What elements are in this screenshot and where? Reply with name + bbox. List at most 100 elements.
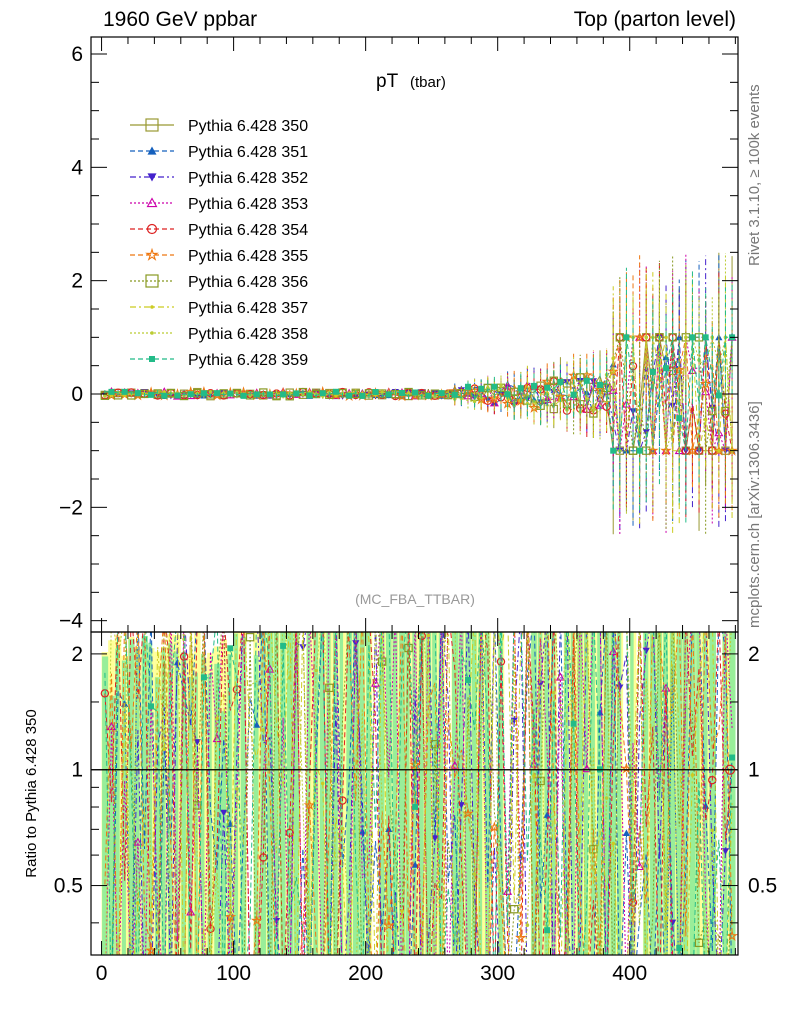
- series-point: [206, 924, 215, 934]
- legend-label: Pythia 6.428 351: [188, 144, 308, 161]
- band-green: [663, 632, 668, 955]
- band-green: [584, 632, 589, 955]
- legend-label: Pythia 6.428 358: [188, 326, 308, 343]
- ratio-ylabel: Ratio to Pythia 6.428 350: [23, 709, 40, 877]
- ratio-tick-label-left: 1: [71, 759, 83, 782]
- header-right: Top (parton level): [573, 8, 736, 31]
- series-point: [611, 356, 616, 361]
- series-point: [544, 384, 551, 391]
- band-green: [399, 632, 406, 955]
- series-point: [285, 828, 294, 838]
- band-green: [102, 656, 109, 955]
- legend: Pythia 6.428 350 Pythia 6.428 351 Pythia 6…: [130, 118, 308, 369]
- band-green: [544, 632, 550, 955]
- legend-label: Pythia 6.428 352: [188, 170, 308, 187]
- x-tick-label: 100: [216, 962, 251, 985]
- legend-item: Pythia 6.428 359: [130, 352, 308, 369]
- series-point: [346, 392, 353, 399]
- series-point: [266, 391, 273, 398]
- series-point: [287, 676, 292, 680]
- band-green: [689, 632, 696, 955]
- legend-item: Pythia 6.428 357: [130, 300, 308, 317]
- series-point: [106, 721, 117, 731]
- series-point: [385, 825, 393, 833]
- series-point: [596, 708, 604, 716]
- series-point: [591, 405, 596, 409]
- series-point: [293, 390, 300, 397]
- series-point: [224, 910, 237, 923]
- series-point: [438, 390, 445, 397]
- y-tick-label: 6: [71, 43, 83, 66]
- series-point: [597, 381, 604, 388]
- series-point: [663, 365, 670, 372]
- series-point: [235, 787, 239, 791]
- band-green: [181, 652, 186, 955]
- band-green: [451, 632, 459, 955]
- legend-label: Pythia 6.428 350: [188, 118, 308, 135]
- ratio-tick-label-left: 2: [71, 643, 83, 666]
- series-point: [570, 720, 577, 727]
- series-point: [611, 841, 616, 846]
- series-point: [517, 385, 524, 392]
- band-green: [207, 673, 212, 955]
- series-point: [240, 392, 247, 399]
- series-point: [496, 657, 506, 666]
- band-green: [154, 677, 160, 955]
- legend-item: Pythia 6.428 355: [130, 247, 308, 265]
- band-green: [385, 632, 392, 955]
- series-point: [227, 390, 234, 397]
- band-green: [121, 660, 126, 955]
- series-point: [615, 333, 625, 342]
- series-point: [103, 394, 107, 398]
- series-point: [582, 764, 592, 773]
- band-green: [564, 632, 569, 955]
- series-point: [148, 391, 155, 398]
- series-point: [472, 872, 477, 876]
- series-point: [227, 645, 234, 652]
- series-point: [412, 389, 419, 396]
- series-point: [325, 683, 334, 693]
- band-green: [240, 636, 247, 955]
- series-point: [174, 392, 181, 399]
- band-green: [696, 632, 700, 955]
- series-point: [686, 444, 699, 456]
- series-point: [145, 274, 159, 288]
- band-green: [253, 655, 259, 955]
- series-point: [280, 391, 287, 398]
- band-green: [676, 632, 683, 955]
- band-green: [148, 642, 153, 955]
- band-green: [286, 632, 294, 955]
- series-point: [694, 938, 704, 948]
- series-point: [504, 391, 511, 398]
- band-green: [432, 632, 437, 955]
- y-tick-label: 4: [71, 156, 83, 179]
- series-8: [103, 253, 733, 514]
- ratio-series-9: [104, 632, 736, 955]
- series-point: [306, 392, 313, 399]
- band-green: [293, 632, 300, 955]
- band-green: [326, 632, 331, 955]
- ratio-line: [111, 632, 733, 955]
- band-green: [683, 632, 689, 955]
- series-line: [104, 336, 733, 452]
- series-point: [622, 829, 631, 836]
- series-point: [721, 848, 730, 855]
- band-green: [650, 632, 656, 955]
- band-green: [273, 632, 279, 955]
- series-point: [145, 247, 159, 261]
- series-point: [690, 773, 695, 777]
- ratio-line: [105, 632, 732, 955]
- series-point: [488, 392, 501, 404]
- series-point: [726, 929, 738, 942]
- series-point: [136, 901, 140, 905]
- band-green: [590, 632, 595, 955]
- series-point: [358, 828, 366, 835]
- series-point: [451, 391, 458, 398]
- ratio-line: [105, 632, 733, 955]
- band-green: [319, 632, 325, 955]
- band-green: [333, 632, 338, 955]
- series-point: [702, 334, 709, 341]
- series-point: [338, 796, 347, 805]
- legend-label: Pythia 6.428 359: [188, 352, 308, 369]
- band-green: [194, 672, 198, 955]
